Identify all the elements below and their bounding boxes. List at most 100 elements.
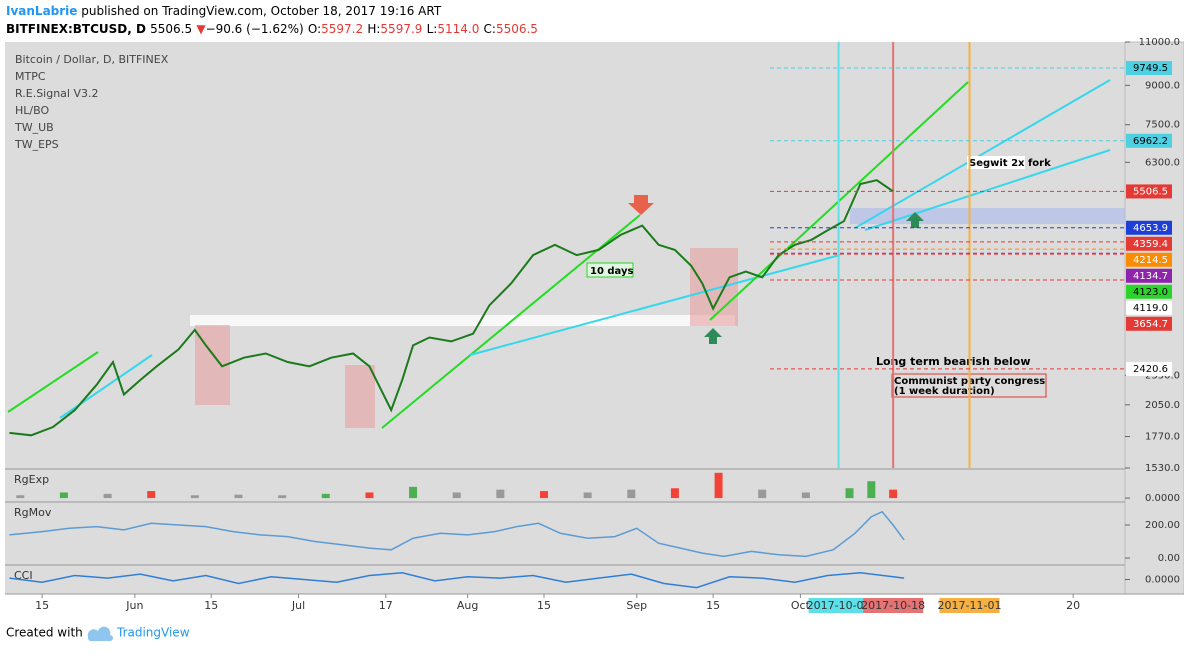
brand-link[interactable]: TradingView: [116, 626, 190, 640]
volume-bar: [889, 489, 898, 499]
ohlc-label: L:: [427, 22, 438, 36]
price-badge: [1126, 220, 1172, 235]
last: 5506.5: [150, 22, 192, 36]
legend: Bitcoin / Dollar, D, BITFINEX MTPC R.E.Si…: [14, 53, 169, 151]
price-badge: [1126, 184, 1172, 199]
y-tick-label: 9000.0: [1145, 80, 1180, 91]
annotation: Long term bearish below: [876, 355, 1031, 368]
arrow: ▼: [196, 22, 206, 36]
y-tick-label: 1530.0: [1145, 463, 1180, 474]
indicator-name: TW_EPS: [14, 138, 59, 151]
y-tick-label: 1770.0: [1145, 432, 1180, 443]
x-tick-label: Oct: [791, 599, 811, 612]
price-badge: [1126, 316, 1172, 331]
series-line: [9, 179, 894, 437]
pane-title: RgExp: [14, 473, 49, 486]
price-badge: [1126, 284, 1172, 299]
volume-bar: [103, 493, 112, 499]
annotation: (1 week duration): [894, 386, 995, 397]
x-tick-label: 15: [35, 599, 49, 612]
volume-bar: [278, 495, 287, 499]
x-tick-label: 15: [204, 599, 218, 612]
x-tick-label: 20: [1066, 599, 1080, 612]
price-badge-label: 4214.5: [1133, 255, 1168, 266]
volume-bar: [190, 495, 199, 499]
change: −90.6 (−1.62%): [206, 22, 304, 36]
y-tick-label: 6300.0: [1145, 157, 1180, 168]
x-tick-label: Aug: [457, 599, 478, 612]
ohlc: 5597.2: [321, 22, 363, 36]
trend-arrow: [59, 354, 153, 419]
y-tick-label: 11000.0: [1139, 37, 1180, 48]
volume-bar: [627, 489, 636, 499]
zone: [345, 365, 375, 428]
date-marker-label: 2017-10-08: [807, 599, 871, 612]
series-line: [9, 510, 905, 558]
volume-bar: [758, 489, 767, 499]
zone: [690, 248, 738, 326]
indicator-name: MTPC: [15, 70, 46, 83]
date-marker-box: [939, 598, 1000, 613]
price-badge: [1126, 133, 1172, 148]
price-badge: [1126, 252, 1172, 267]
price-badge: [1126, 268, 1172, 283]
volume-bar: [845, 488, 854, 499]
volume-bar: [714, 472, 723, 499]
price-badge-label: 5506.5: [1133, 186, 1168, 197]
ohlc: 5597.9: [380, 22, 422, 36]
volume-bar: [409, 486, 418, 499]
price-badge-label: 4653.9: [1133, 223, 1168, 234]
signal-arrow-down: [628, 195, 654, 215]
price-badge-label: 9749.5: [1133, 63, 1168, 74]
price-badge: [1126, 361, 1172, 376]
volume-bar: [496, 489, 505, 499]
x-tick-label: Sep: [626, 599, 647, 612]
x-tick-label: Jul: [291, 599, 305, 612]
ohlc: 5506.5: [496, 22, 538, 36]
indicator-name: HL/BO: [15, 104, 49, 117]
price-badge-label: 4119.0: [1133, 303, 1168, 314]
y-tick-label: 7500.0: [1145, 120, 1180, 131]
date-marker-box: [808, 598, 869, 613]
volume-bar: [539, 491, 548, 499]
y-tick-label: 0.00: [1158, 553, 1180, 564]
date-marker-box: [863, 598, 924, 613]
zone: [190, 315, 735, 326]
quote: BITFINEX:BTCUSD, D 5506.5 ▼−90.6 (−1.62%…: [6, 22, 538, 36]
pane-title: RgMov: [14, 506, 52, 519]
published: published on TradingView.com, October 18…: [77, 4, 441, 18]
ohlc-label: H:: [367, 22, 380, 36]
volume-bar: [867, 481, 876, 499]
x-tick-label: 17: [379, 599, 393, 612]
y-tick-label: 0.0000: [1145, 493, 1180, 504]
price-badge: [1126, 236, 1172, 251]
indicator-name: R.E.Signal V3.2: [15, 87, 99, 100]
author: IvanLabrie: [6, 4, 77, 18]
price-badge: [1126, 61, 1172, 76]
volume-bar: [583, 492, 592, 499]
volume-bar: [321, 493, 330, 499]
date-marker-label: 2017-11-01: [938, 599, 1002, 612]
indicator-name: TW_UB: [14, 121, 54, 134]
x-tick-label: 15: [537, 599, 551, 612]
volume-bar: [801, 492, 810, 499]
annotation-box: [586, 262, 634, 278]
ohlc: 5114.0: [437, 22, 479, 36]
trend-arrow: [7, 351, 99, 413]
price-badge-label: 2420.6: [1133, 364, 1168, 375]
symbol: BITFINEX:BTCUSD, D: [6, 22, 146, 36]
series-line: [9, 572, 905, 589]
trend-arrow: [854, 79, 1111, 229]
price-badge: [1126, 300, 1172, 315]
price-badge-label: 6962.2: [1133, 136, 1168, 147]
annotation: Segwit 2x fork: [969, 158, 1051, 169]
price-badge-label: 4123.0: [1133, 287, 1168, 298]
y-tick-label: 200.00: [1145, 520, 1180, 531]
volume-bar: [452, 492, 461, 499]
series-name: Bitcoin / Dollar, D, BITFINEX: [15, 53, 169, 66]
date-marker-label: 2017-10-18: [861, 599, 925, 612]
ohlc-label: C:: [484, 22, 496, 36]
price-badge-label: 4134.7: [1133, 271, 1168, 282]
